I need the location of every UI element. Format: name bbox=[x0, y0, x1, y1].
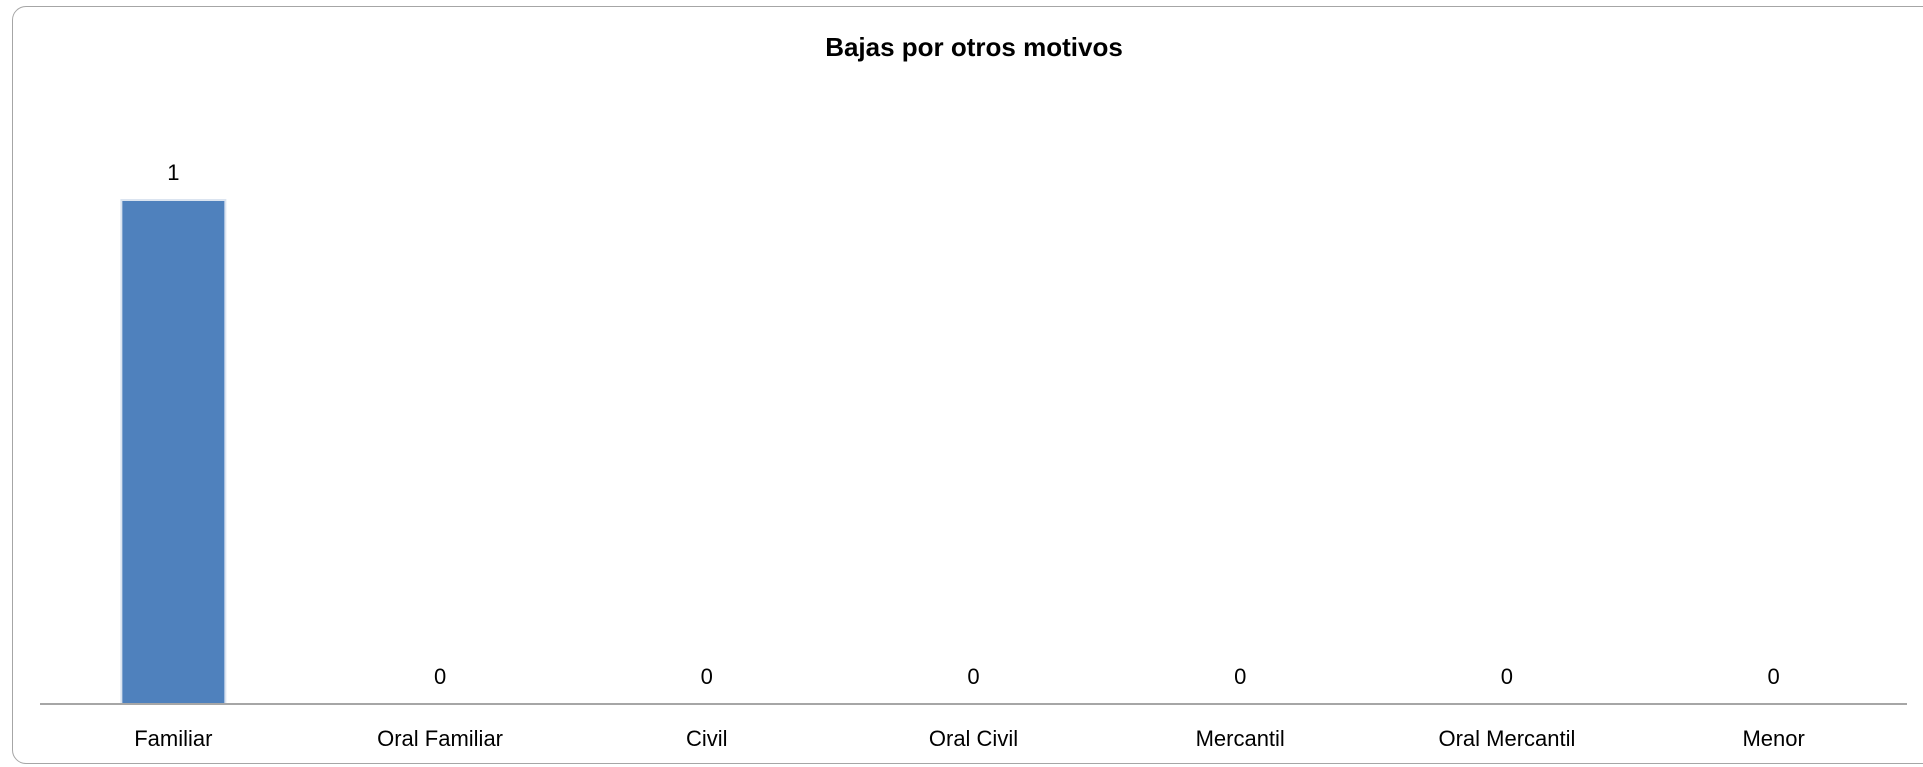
bar-familiar bbox=[120, 199, 227, 705]
data-label-oral-familiar: 0 bbox=[434, 664, 446, 689]
data-label-oral-mercantil: 0 bbox=[1501, 664, 1513, 689]
data-label-familiar: 1 bbox=[167, 160, 179, 185]
x-tick-label-familiar: Familiar bbox=[134, 726, 212, 751]
data-label-mercantil: 0 bbox=[1234, 664, 1246, 689]
x-tick-label-civil: Civil bbox=[686, 726, 728, 751]
x-tick-label-oral-civil: Oral Civil bbox=[929, 726, 1018, 751]
data-label-civil: 0 bbox=[701, 664, 713, 689]
x-tick-label-menor: Menor bbox=[1742, 726, 1804, 751]
bars-group bbox=[120, 199, 227, 705]
x-tick-label-oral-familiar: Oral Familiar bbox=[377, 726, 503, 751]
x-tick-label-oral-mercantil: Oral Mercantil bbox=[1438, 726, 1575, 751]
x-tick-label-mercantil: Mercantil bbox=[1196, 726, 1285, 751]
chart-frame bbox=[12, 6, 1923, 764]
data-labels-group: 1 0 0 0 0 0 0 bbox=[167, 160, 1780, 689]
data-label-oral-civil: 0 bbox=[967, 664, 979, 689]
chart-title: Bajas por otros motivos bbox=[825, 32, 1123, 62]
data-label-menor: 0 bbox=[1768, 664, 1780, 689]
x-tick-labels-group: Familiar Oral Familiar Civil Oral Civil Merc… bbox=[134, 726, 1805, 751]
